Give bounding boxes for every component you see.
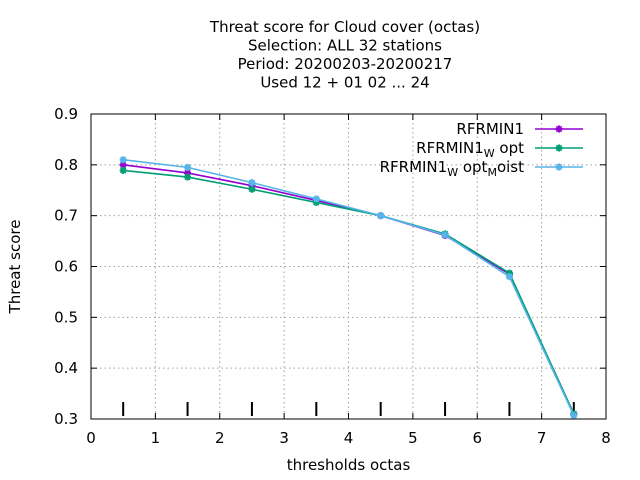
series-3-point-3 bbox=[312, 195, 320, 203]
series-2-point-0 bbox=[119, 166, 127, 174]
y-axis-label: Threat score bbox=[6, 220, 24, 315]
legend-item-3: RFRMIN1W optMoist bbox=[380, 158, 583, 179]
legend-label-3: RFRMIN1W optMoist bbox=[380, 158, 525, 179]
x-tick-label-0: 0 bbox=[86, 429, 96, 447]
x-tick-label-3: 3 bbox=[279, 429, 289, 447]
x-tick-label-2: 2 bbox=[215, 429, 225, 447]
axis-ticks: 0 1 2 3 4 5 6 7 8 0.3 0.4 0.5 0.6 0.7 0.8 0.9 bbox=[54, 105, 611, 447]
series-2-point-2 bbox=[248, 185, 256, 193]
x-tick-label-5: 5 bbox=[408, 429, 418, 447]
x-axis-label: thresholds octas bbox=[287, 456, 411, 474]
x-tick-label-6: 6 bbox=[472, 429, 482, 447]
title-line-1: Threat score for Cloud cover (octas) bbox=[209, 18, 480, 36]
series-3-point-2 bbox=[248, 179, 256, 187]
series-3-point-6 bbox=[505, 273, 513, 281]
grid-lines bbox=[91, 114, 606, 419]
y-tick-label-2: 0.5 bbox=[54, 308, 78, 326]
series-2-line bbox=[123, 169, 575, 415]
y-tick-label-5: 0.8 bbox=[54, 156, 78, 174]
title-line-2: Selection: ALL 32 stations bbox=[248, 37, 442, 55]
x-tick-label-1: 1 bbox=[151, 429, 161, 447]
y-tick-label-4: 0.7 bbox=[54, 207, 78, 225]
series-3-point-7 bbox=[570, 411, 578, 419]
series-3-line bbox=[123, 158, 575, 416]
x-tick-label-8: 8 bbox=[601, 429, 611, 447]
legend-marker-1 bbox=[555, 125, 563, 133]
y-tick-label-1: 0.4 bbox=[54, 359, 78, 377]
y-tick-label-0: 0.3 bbox=[54, 410, 78, 428]
chart-title: Threat score for Cloud cover (octas)Sele… bbox=[209, 18, 480, 92]
legend-marker-3 bbox=[555, 163, 563, 171]
legend-label-2: RFRMIN1W opt bbox=[416, 139, 524, 160]
title-line-3: Period: 20200203-20200217 bbox=[238, 55, 453, 73]
series-3-point-4 bbox=[377, 212, 385, 220]
series-3-point-1 bbox=[184, 163, 192, 171]
y-tick-label-6: 0.9 bbox=[54, 105, 78, 123]
x-tick-label-7: 7 bbox=[537, 429, 547, 447]
series-2-point-1 bbox=[184, 173, 192, 181]
legend-marker-2 bbox=[555, 144, 563, 152]
title-line-4: Used 12 + 01 02 ... 24 bbox=[260, 74, 429, 92]
series-3 bbox=[119, 156, 578, 419]
legend-item-2: RFRMIN1W opt bbox=[416, 139, 583, 160]
series-3-point-5 bbox=[441, 231, 449, 239]
x-tick-label-4: 4 bbox=[344, 429, 354, 447]
legend-item-1: RFRMIN1 bbox=[456, 120, 583, 138]
y-tick-label-3: 0.6 bbox=[54, 258, 78, 276]
series-1-line bbox=[123, 164, 575, 415]
data-series bbox=[119, 156, 578, 419]
series-3-point-0 bbox=[119, 156, 127, 164]
legend-label-1: RFRMIN1 bbox=[456, 120, 524, 138]
